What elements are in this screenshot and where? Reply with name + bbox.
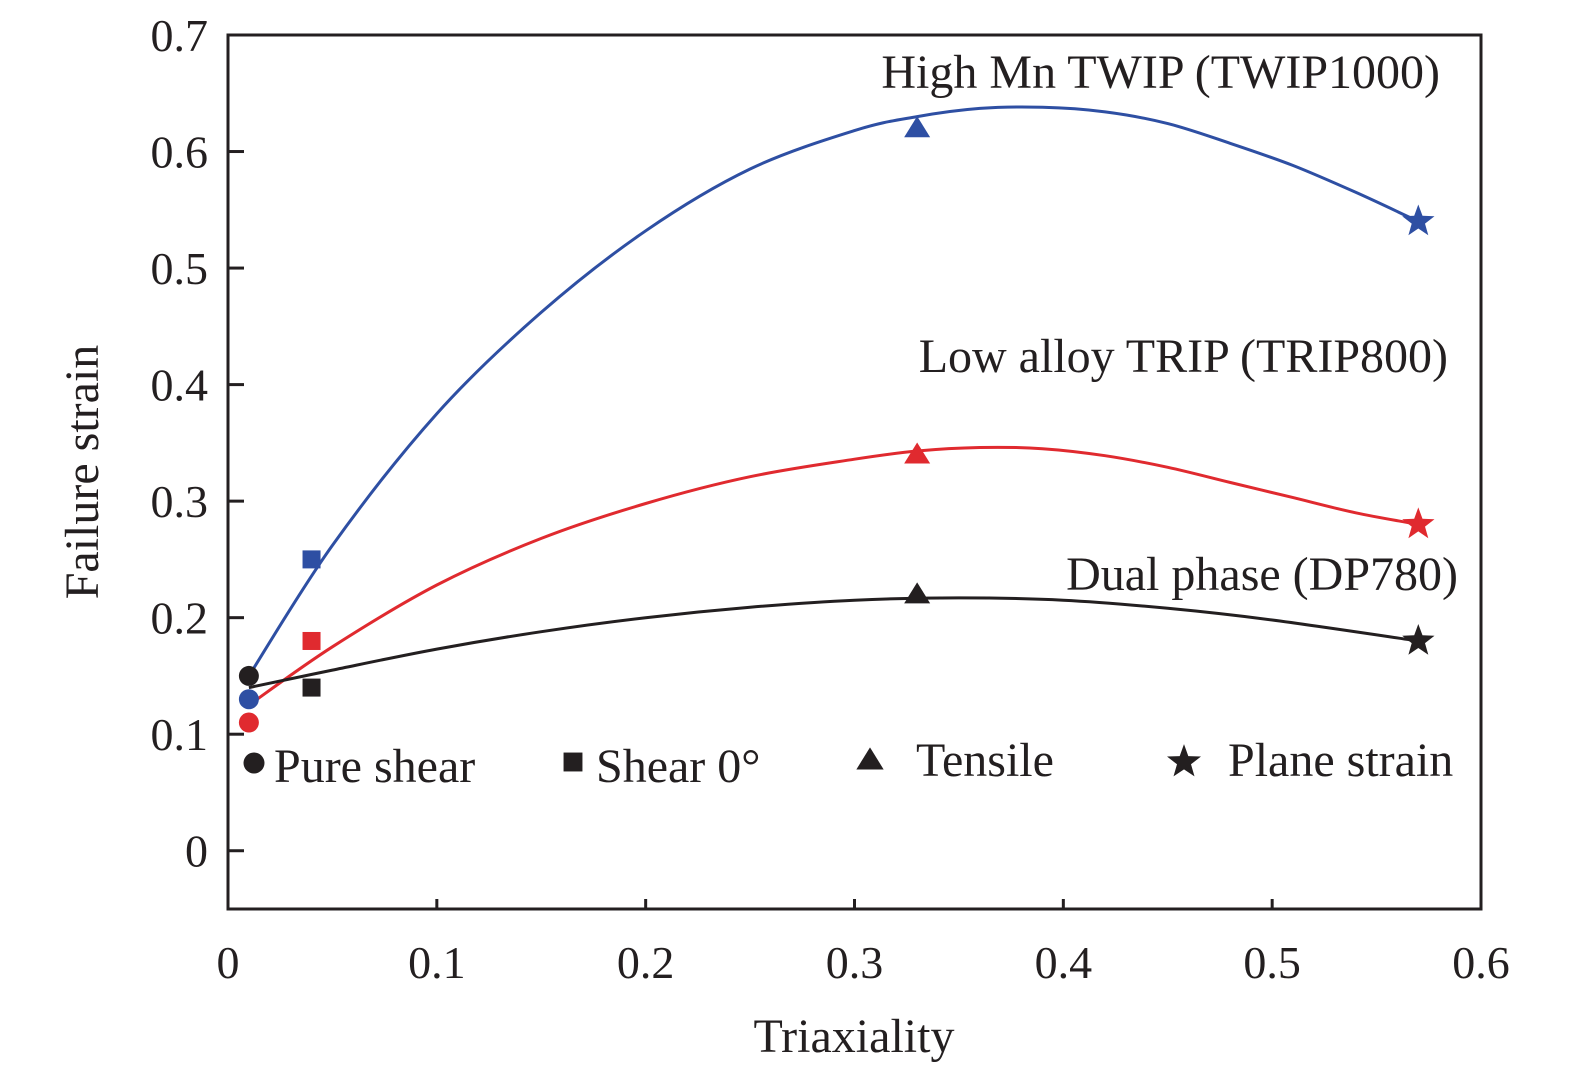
data-point-dp780-square [302,678,321,697]
data-point-twip1000-circle [238,689,259,710]
y-tick-label: 0.7 [151,10,209,61]
legend: Pure shear Shear 0° Tensile Plane strain [243,734,1453,793]
y-axis: 0 0.1 0.2 0.3 0.4 0.5 0.6 0.7 [151,10,244,877]
legend-label: Pure shear [274,740,475,793]
data-point-dp780-triangle [904,582,931,604]
fit-curve-trip800 [248,445,1419,707]
x-tick-label: 0.5 [1243,937,1301,988]
legend-triangle-marker [856,747,884,770]
x-tick-label: 0.2 [617,937,675,988]
y-tick-label: 0 [185,826,208,877]
y-tick-label: 0.2 [151,593,209,644]
x-tick-label: 0.3 [826,937,884,988]
legend-square-marker [563,752,583,772]
series-label-dp780: Dual phase (DP780) [1066,548,1458,601]
legend-circle-marker [243,752,265,774]
fit-curve-dp780 [248,596,1419,690]
data-markers [238,116,1435,733]
series-labels: High Mn TWIP (TWIP1000) Low alloy TRIP (T… [881,46,1458,601]
data-point-trip800-star [1402,507,1435,539]
data-point-twip1000-square [302,550,321,569]
data-point-dp780-circle [238,665,259,686]
y-tick-label: 0.3 [151,476,209,527]
data-point-trip800-square [302,631,321,650]
data-point-twip1000-triangle [904,116,931,138]
legend-label: Tensile [916,734,1054,787]
data-point-trip800-triangle [904,442,931,464]
y-tick-label: 0.1 [151,709,209,760]
x-tick-label: 0.6 [1452,937,1510,988]
y-tick-label: 0.5 [151,243,209,294]
series-label-twip1000: High Mn TWIP (TWIP1000) [881,46,1440,99]
data-point-trip800-circle [238,712,259,733]
x-axis-title: Triaxiality [754,1010,955,1063]
x-axis: 0 0.1 0.2 0.3 0.4 0.5 0.6 [217,899,1510,988]
fit-curve-twip1000 [247,105,1419,677]
legend-label: Plane strain [1228,734,1453,787]
x-tick-label: 0 [217,937,240,988]
y-tick-label: 0.6 [151,127,209,178]
y-axis-title: Failure strain [56,345,109,600]
series-label-trip800: Low alloy TRIP (TRIP800) [919,330,1448,383]
x-tick-label: 0.4 [1035,937,1093,988]
legend-label: Shear 0° [596,740,760,793]
data-point-twip1000-star [1402,204,1435,236]
fit-curves [247,105,1419,707]
data-point-dp780-star [1402,624,1435,655]
legend-star-marker [1167,744,1201,777]
x-tick-label: 0.1 [408,937,466,988]
y-tick-label: 0.4 [151,360,209,411]
